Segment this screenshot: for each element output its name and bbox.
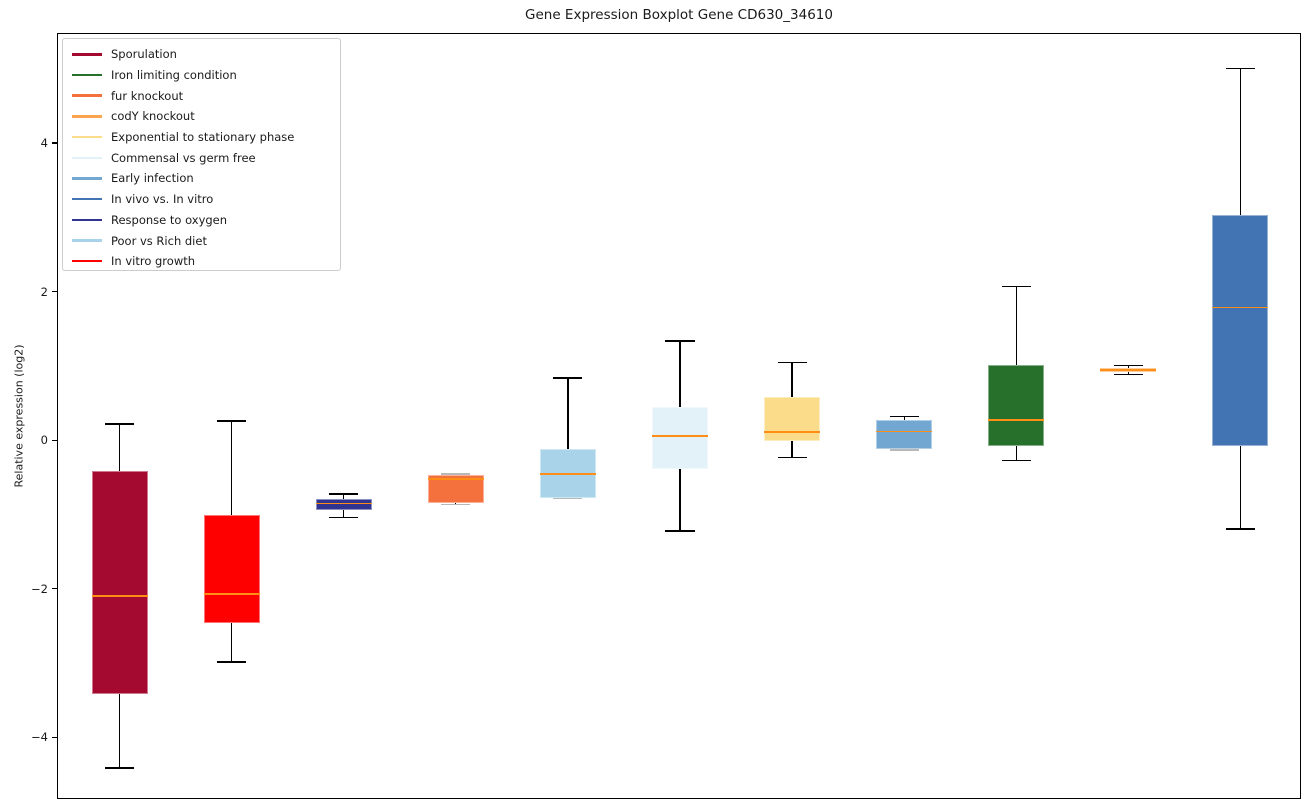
median-line (1212, 306, 1269, 309)
box-fur-knockout (427, 475, 484, 503)
legend-item-label: In vitro growth (111, 254, 196, 269)
whisker-cap-top (1113, 364, 1143, 367)
legend-item-label: Exponential to stationary phase (111, 130, 295, 145)
box-exponential-to-stationary-phase (764, 396, 821, 442)
legend-item: Sporulation (72, 44, 340, 65)
y-tick-mark (52, 736, 57, 738)
legend-item: In vitro growth (72, 251, 340, 272)
legend-item-label: Early infection (111, 171, 194, 186)
median-line (315, 502, 372, 505)
legend-item: Poor vs Rich diet (72, 230, 340, 251)
whisker-cap-top (1225, 67, 1255, 69)
box-sporulation (91, 470, 148, 695)
plot-area (57, 33, 1301, 799)
whisker-cap-top (329, 493, 359, 495)
whisker-cap-bottom (1113, 373, 1143, 375)
box-in-vitro-growth (203, 515, 260, 624)
median-line (427, 478, 484, 480)
median-line (203, 593, 260, 596)
legend-item-label: Response to oxygen (111, 212, 228, 227)
legend-item: Commensal vs germ free (72, 147, 340, 168)
legend-item: Exponential to stationary phase (72, 127, 340, 148)
whisker-cap-bottom (441, 503, 471, 505)
whisker-cap-top (441, 473, 471, 475)
whisker-cap-bottom (329, 517, 359, 519)
legend-color-swatch (72, 197, 102, 201)
y-tick-label: 2 (40, 284, 48, 299)
y-tick-label: −2 (31, 581, 48, 596)
whisker-cap-bottom (665, 530, 695, 532)
y-tick-label: 4 (40, 135, 48, 150)
legend-color-swatch (72, 73, 102, 77)
whisker-cap-bottom (553, 497, 583, 500)
median-line (651, 435, 708, 437)
whisker-line (567, 377, 569, 499)
whisker-cap-top (889, 416, 919, 418)
median-line (988, 419, 1045, 422)
legend-item-label: Iron limiting condition (111, 68, 237, 83)
whisker-cap-bottom (777, 456, 807, 459)
median-line (764, 431, 821, 434)
legend-color-swatch (72, 259, 102, 263)
box-early-infection (876, 420, 933, 450)
median-line (539, 472, 596, 475)
whisker-cap-top (777, 361, 807, 364)
legend-color-swatch (72, 53, 102, 56)
y-tick-mark (52, 290, 57, 293)
median-line (876, 430, 933, 433)
median-line (91, 594, 148, 597)
median-line (1100, 368, 1157, 371)
box-iron-limiting-condition (988, 365, 1045, 447)
box-response-to-oxygen (315, 499, 372, 511)
whisker-cap-bottom (105, 767, 135, 769)
y-tick-mark (52, 142, 57, 144)
legend-color-swatch (72, 115, 102, 118)
legend-color-swatch (72, 177, 102, 180)
legend-item-label: fur knockout (111, 88, 184, 103)
legend-item: Response to oxygen (72, 210, 340, 231)
whisker-cap-bottom (1225, 528, 1255, 530)
y-tick-label: 0 (40, 433, 48, 448)
box-commensal-vs-germ-free (651, 406, 708, 469)
whisker-cap-bottom (1001, 459, 1031, 462)
legend-color-swatch (72, 239, 102, 242)
legend-color-swatch (72, 156, 102, 160)
whisker-cap-top (217, 420, 247, 422)
legend-item: fur knockout (72, 85, 340, 106)
box-in-vivo-vs-in-vitro (1212, 214, 1269, 447)
y-tick-mark (52, 588, 57, 590)
legend-color-swatch (72, 135, 102, 139)
whisker-cap-bottom (889, 449, 919, 451)
legend-item-label: Commensal vs germ free (111, 150, 256, 165)
legend-color-swatch (72, 94, 102, 97)
legend-item-label: Sporulation (111, 47, 177, 62)
whisker-cap-top (105, 423, 135, 425)
legend: Sporulation Iron limiting condition fur kn… (62, 38, 341, 271)
legend-item: codY knockout (72, 106, 340, 127)
legend-item-label: In vivo vs. In vitro (111, 192, 214, 207)
legend-item: Early infection (72, 168, 340, 189)
whisker-cap-bottom (217, 661, 247, 663)
whisker-cap-top (553, 377, 583, 379)
legend-color-swatch (72, 218, 102, 222)
chart-title: Gene Expression Boxplot Gene CD630_34610 (525, 7, 833, 23)
whisker-cap-top (1001, 286, 1031, 288)
legend-item: Iron limiting condition (72, 65, 340, 86)
y-tick-label: −4 (31, 730, 48, 745)
y-axis-label: Relative expression (log2) (12, 344, 26, 488)
y-tick-mark (52, 439, 57, 441)
legend-item: In vivo vs. In vitro (72, 189, 340, 210)
legend-item-label: Poor vs Rich diet (111, 233, 207, 248)
whisker-cap-top (665, 340, 695, 342)
legend-item-label: codY knockout (111, 109, 195, 124)
